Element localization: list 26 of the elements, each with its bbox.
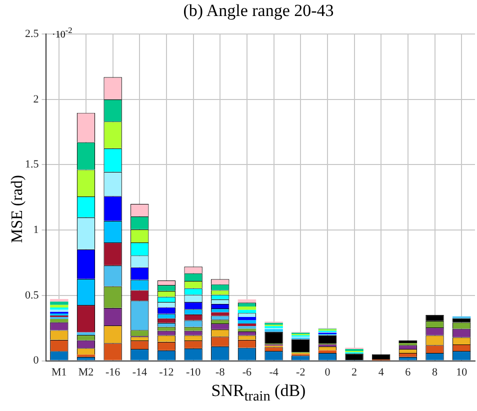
- x-tick-label: 4: [378, 366, 384, 378]
- x-tick-label: M1: [52, 366, 67, 378]
- y-tick-label: 0.5: [25, 289, 40, 302]
- x-tick-label: M2: [78, 366, 94, 378]
- x-tick-label: 6: [405, 366, 412, 378]
- y-tick-label: 2.5: [25, 28, 40, 40]
- annotation: ·10$^{-2}$: [52, 26, 72, 40]
- x-tick-label: -16: [105, 366, 121, 378]
- x-tick-label: -4: [269, 366, 279, 378]
- x-tick-label: 8: [432, 366, 438, 378]
- x-axis-title: SNR$_{train}$ (dB): [210, 381, 307, 406]
- chart-title: (b) Angle range 20-43: [182, 1, 335, 21]
- x-tick-label: 10: [456, 366, 468, 378]
- x-tick-label: 0: [324, 366, 331, 378]
- x-tick-label: 2: [352, 366, 358, 378]
- y-tick-label: 0: [33, 354, 40, 367]
- x-tick-label: -6: [242, 366, 252, 378]
- x-tick-label: -2: [296, 366, 306, 378]
- x-tick-label: -12: [159, 366, 174, 378]
- x-tick-label: -8: [216, 366, 226, 378]
- y-axis-title: MSE (rad): [9, 175, 26, 243]
- x-tick-label: -14: [132, 366, 148, 378]
- y-tick-label: 1.5: [25, 158, 40, 171]
- x-tick-label: -10: [186, 366, 202, 378]
- y-tick-label: 2: [33, 93, 39, 106]
- y-tick-label: 1: [33, 224, 39, 236]
